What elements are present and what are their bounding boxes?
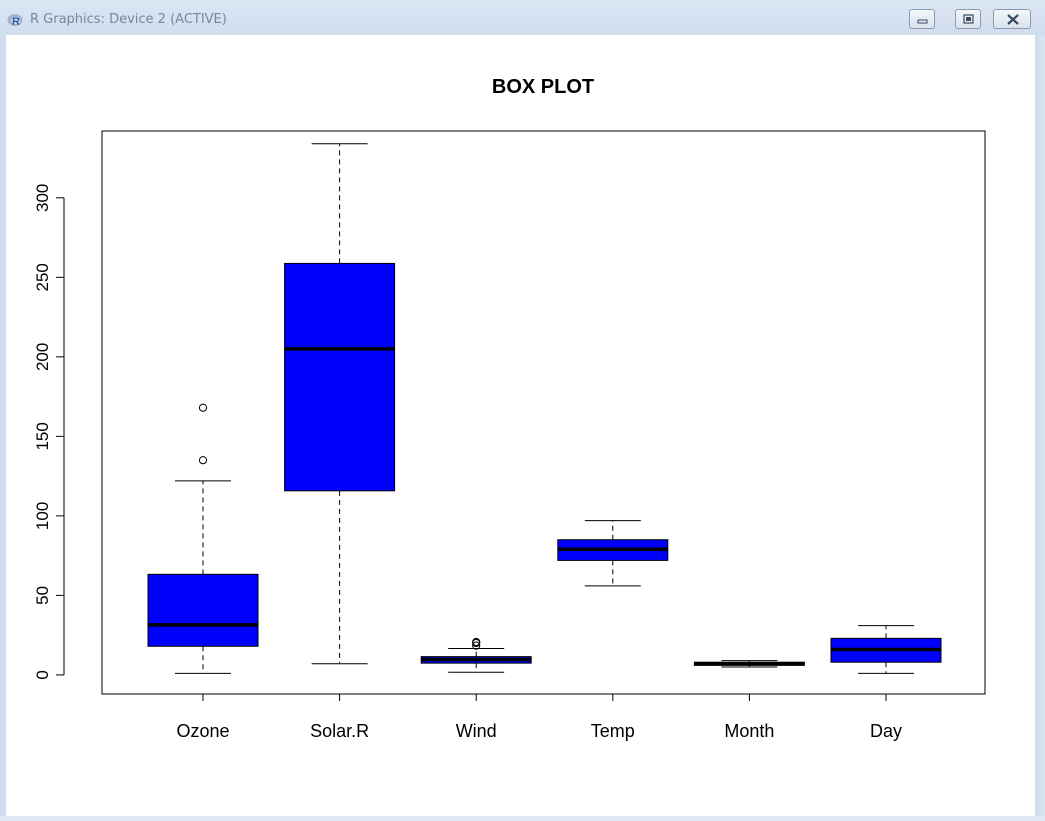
x-tick-label: Solar.R [310,721,369,741]
x-tick-label: Wind [456,721,497,741]
restore-button[interactable] [955,9,981,29]
r-logo-icon: R [7,14,23,28]
minimize-button[interactable] [909,9,935,29]
chart-title: BOX PLOT [492,76,594,98]
outlier-point [472,641,481,650]
y-tick-label: 50 [33,586,52,605]
close-icon [1007,14,1019,25]
y-tick-label: 150 [33,422,52,450]
outlier-point [198,403,208,412]
y-tick-label: 300 [33,184,52,212]
outlier-point [472,637,481,647]
y-tick-label: 250 [33,263,52,291]
x-tick-label: Temp [591,721,635,741]
box-ozone [147,573,259,647]
close-button[interactable] [993,9,1031,29]
x-tick-label: Day [870,721,902,741]
y-tick-label: 100 [33,502,52,530]
svg-text:R: R [12,16,20,28]
box-solar-r [284,262,396,492]
window-frame-right [1035,35,1045,816]
x-tick-label: Ozone [176,721,229,741]
graphics-device-canvas: BOX PLOT 0 50 100 150 200 250 300 Ozone Solar.R W… [6,35,1035,816]
restore-icon [963,14,974,24]
box-plot-chart: BOX PLOT 0 50 100 150 200 250 300 Ozone Solar.R W… [33,76,986,741]
y-tick-label: 200 [33,343,52,371]
window-title: R Graphics: Device 2 (ACTIVE) [30,12,227,27]
plot-layer: 0 50 100 150 200 250 300 Ozone Solar.R Wind Temp Mo… [33,130,986,741]
y-tick-label: 0 [33,670,52,679]
outlier-point [198,456,208,465]
title-bar[interactable]: R R Graphics: Device 2 (ACTIVE) [0,0,1045,40]
minimize-icon [917,19,928,24]
x-tick-label: Month [724,721,774,741]
